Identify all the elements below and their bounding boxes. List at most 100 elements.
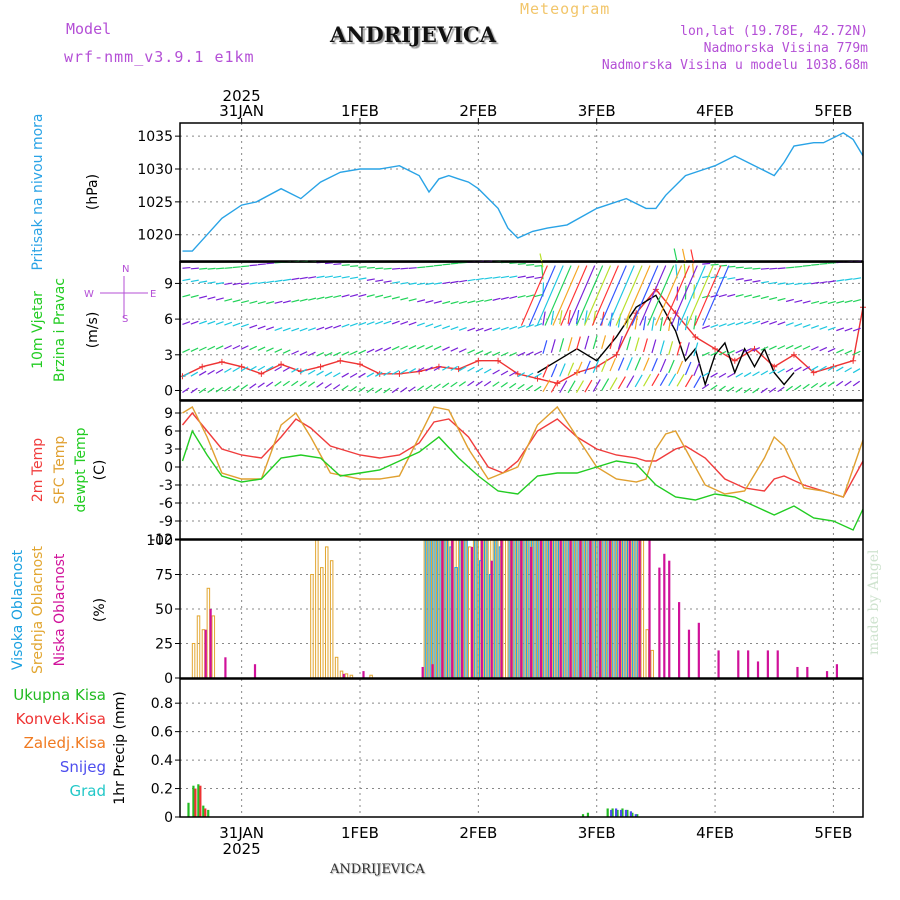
wind-barb [777,282,786,285]
wind-barb [785,344,794,350]
wind-barb [743,294,753,298]
wind-barb [769,281,778,285]
wind-barb [333,372,341,378]
wind-barb [752,387,760,394]
wind-barb [601,335,607,350]
wind-barb [240,384,249,390]
bar-low [441,540,444,678]
wind-barb [769,345,777,350]
wind-barb [391,345,400,351]
compass-s: S [122,314,128,325]
wind-barb [190,347,199,352]
wind-barb [693,362,700,377]
wind-barb [408,368,417,374]
wind-barb [684,342,690,357]
wind-barb [333,351,341,357]
temp-unit-label: (C) [92,460,108,481]
wind-barb [207,267,216,270]
wind-barb [844,367,852,373]
wind-barb [836,380,844,387]
wind-barb [408,298,417,302]
gust-marker [337,357,344,364]
wind-barb [358,372,366,378]
wind-barb [710,351,719,356]
wind-barb [668,373,677,387]
wind-barb [484,327,492,332]
bar-low [658,567,661,678]
wind-barb [241,265,250,268]
wind-barb [299,368,308,374]
wind-barb [458,348,467,353]
bar-low [569,540,572,678]
pressure-axis-label: Pritisak na nivou mora [30,113,46,270]
wind-barb [718,293,727,298]
wind-barb [609,357,617,372]
bar-low [776,650,779,678]
gust-marker [317,363,324,370]
wind-barb [416,385,425,392]
wind-barb [634,357,642,371]
wind-barb [400,297,409,301]
wind-barb [542,311,546,326]
wind-barb [475,350,484,355]
bar-low [500,540,503,678]
wind-barb [575,336,581,351]
wind-barb [198,346,207,352]
wind-barb [198,387,207,394]
wind-barb [349,350,358,356]
wind-barb [341,264,350,267]
wind-barb [718,323,727,327]
wind-barb [282,300,291,304]
wind-barb [819,300,828,305]
day-label-top: 2FEB [459,102,497,120]
wind-barb [584,379,593,393]
wind-barb [324,325,333,330]
wind-barb [383,346,392,352]
wind-barb [584,360,591,374]
wind-barb [341,385,349,391]
gust-marker [218,358,225,365]
precip-legend-item: Grad [69,782,106,800]
wind-barb-strong [694,265,722,326]
wind-barb [232,282,241,286]
y-tick-label: 1035 [137,129,173,145]
bar-low [530,546,533,678]
wind-barb [584,310,588,325]
wind-barb [811,281,820,285]
wind-barb [727,293,736,298]
wind-barb [266,347,274,352]
wind-barb [676,373,685,387]
wind-barb [240,300,250,304]
year-label-bottom: 2025 [223,840,261,858]
wind-barb [752,280,761,283]
wind-barb [852,350,861,356]
wind-barb [207,296,216,300]
wind-barb [467,327,476,332]
wind-barb [257,382,265,388]
sfc-axis-label: SFC Temp [52,436,68,505]
wind-barb [274,366,282,372]
wind-barb [659,340,665,355]
bar-low [451,540,454,678]
wind-axis-label-2: Brzina i Pravac [52,278,68,382]
wind-barb [182,387,190,394]
wind-barb [659,373,668,387]
mid-cloud-axis-label: Srednja Oblacnost [30,546,46,674]
day-label-top: 31JAN [219,102,264,120]
wind-barb [785,298,794,303]
low-cloud-axis-label: Niska Oblacnost [52,553,68,666]
precip-legend-item: Zaledj.Kisa [24,734,106,752]
wind-barb [727,386,735,393]
wind-barb [450,381,458,388]
wind-barb-strong [576,265,604,326]
wind-barb [517,372,526,378]
wind-barb [458,366,467,372]
wind-barb [215,282,224,285]
wind-barb [366,294,375,298]
bar-mid [310,574,314,679]
wind-barb [575,380,585,393]
wind-barb [307,381,316,388]
wind-barb [525,323,534,328]
wind-barb [550,339,556,353]
wind-barb [785,385,793,392]
